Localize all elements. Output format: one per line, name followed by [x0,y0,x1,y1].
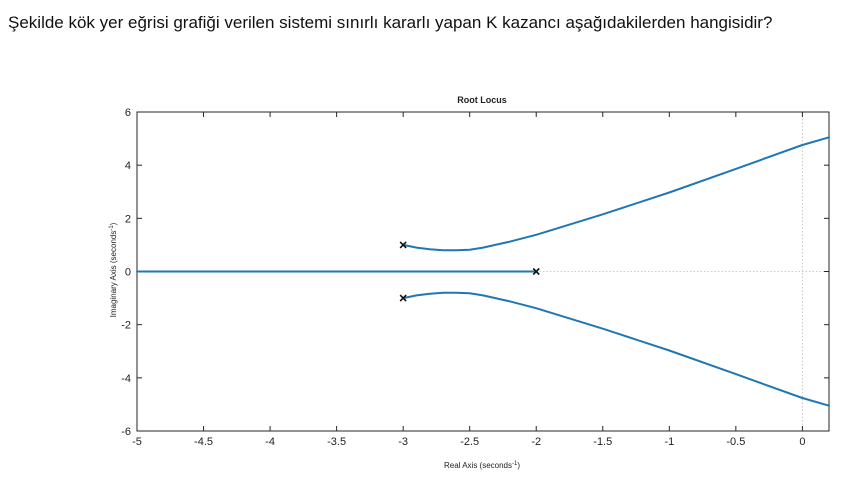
x-tick-label: -2 [531,436,541,448]
y-axis-label: Imaginary Axis (seconds-1) [109,222,118,317]
x-tick-label: -1.5 [593,436,612,448]
x-tick-label: -3.5 [327,436,346,448]
x-tick-label: -1 [664,436,674,448]
y-tick-label: 0 [125,267,131,279]
pole-marker [399,241,407,249]
question-text: Şekilde kök yer eğrisi grafiği verilen s… [8,13,773,32]
y-tick-label: 6 [125,107,131,119]
y-tick-label: -4 [121,373,131,385]
x-tick-label: -4 [265,436,275,448]
locus-branch-2 [402,136,830,252]
x-axis-label: Real Axis (seconds-1) [444,461,520,470]
x-tick-label: -4.5 [194,436,213,448]
pole-marker [532,267,540,276]
y-tick-label: -2 [121,320,131,332]
pole-marker [399,294,407,302]
chart-title: Root Locus [457,95,507,105]
y-tick-label: 4 [125,160,131,172]
y-tick-label: 2 [125,213,131,225]
plot-area: -5 -4.5 -4 -3.5 -3 -2.5 -2 -1.5 -1 -0.5 0 -6 -4 -2 0 2 4… [121,107,830,448]
x-tick-label: -0.5 [726,436,745,448]
y-tick-label: -6 [121,426,131,438]
x-tick-label: 0 [799,436,805,448]
x-tick-label: -2.5 [460,436,479,448]
x-tick-label: -5 [132,436,142,448]
x-tick-label: -3 [398,436,408,448]
locus-branch-3 [402,291,830,407]
